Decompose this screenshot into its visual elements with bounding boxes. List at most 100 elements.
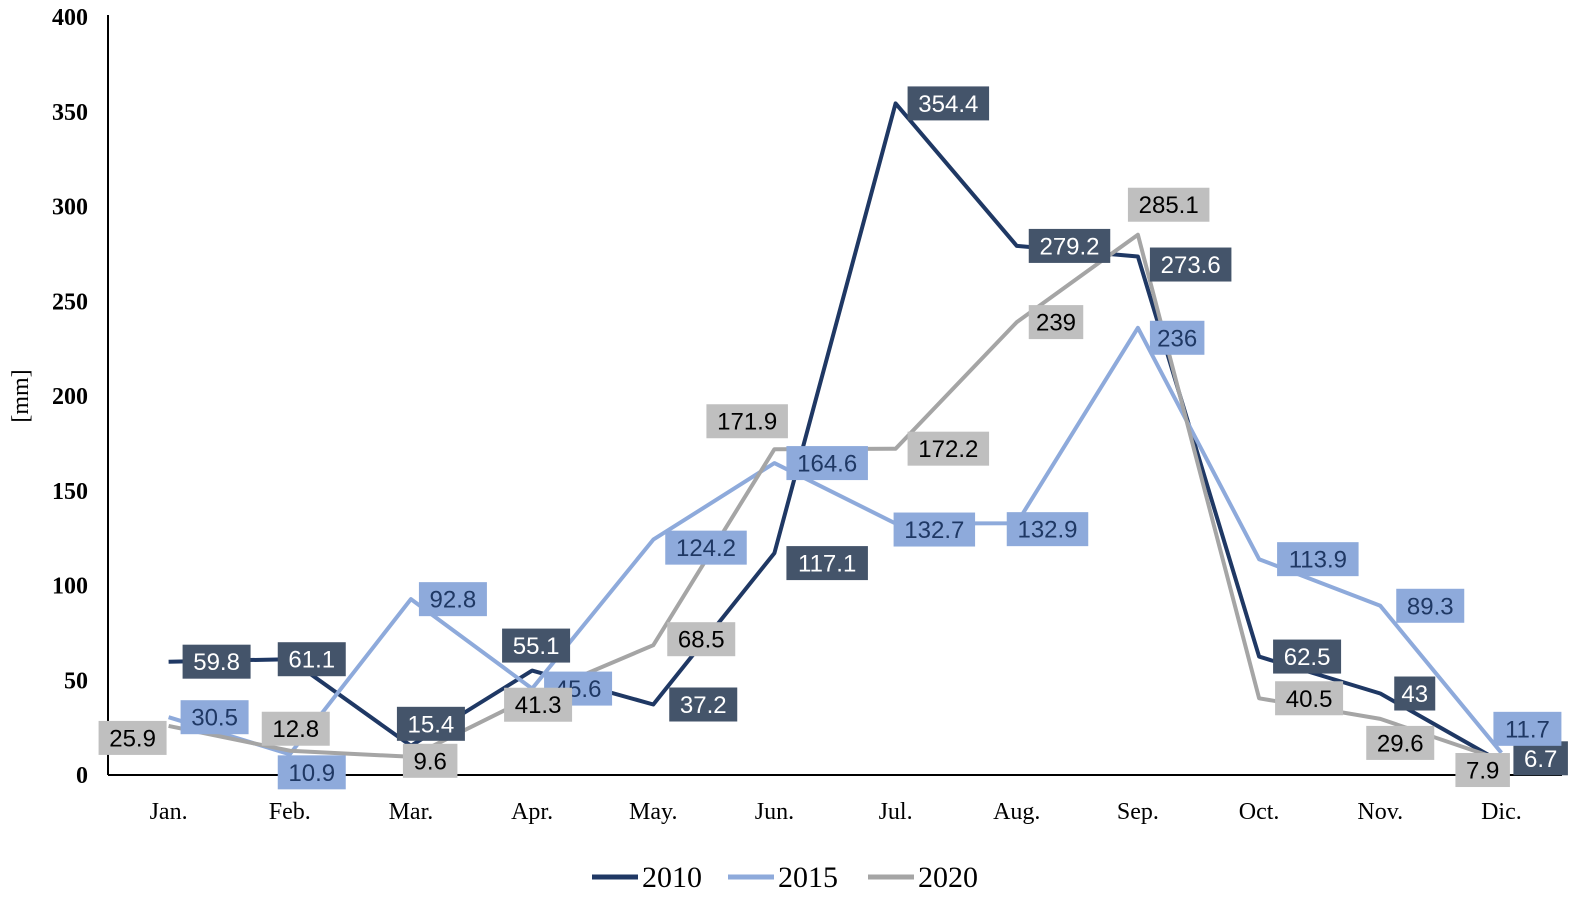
x-tick-label: Jun. — [755, 799, 794, 825]
x-tick-label: May. — [629, 799, 677, 825]
data-label-2020: 285.1 — [1127, 187, 1210, 222]
data-label-box — [1396, 588, 1465, 623]
data-label-text: 354.4 — [918, 91, 978, 118]
data-label-text: 55.1 — [513, 633, 560, 660]
data-label-text: 6.7 — [1524, 746, 1557, 773]
data-label-text: 132.9 — [1017, 517, 1077, 544]
data-label-2010: 61.1 — [277, 642, 346, 677]
data-label-2020: 239 — [1028, 305, 1084, 340]
data-label-text: 11.7 — [1505, 716, 1550, 743]
data-label-text: 273.6 — [1161, 252, 1221, 279]
data-label-box — [98, 720, 167, 755]
data-label-text: 59.8 — [193, 649, 240, 676]
data-label-2015: 113.9 — [1277, 542, 1359, 577]
data-label-2010: 273.6 — [1149, 247, 1232, 282]
x-tick-label: Dic. — [1481, 799, 1522, 825]
data-label-box — [1277, 542, 1359, 577]
x-tick-label: Jan. — [150, 799, 188, 825]
data-label-text: 40.5 — [1286, 686, 1333, 713]
x-tick-label: Mar. — [389, 799, 434, 825]
data-label-2015: 11.7 — [1493, 711, 1562, 746]
data-label-2020: 9.6 — [402, 743, 458, 778]
series-line-2020 — [168, 232, 1503, 762]
data-label-text: 113.9 — [1289, 547, 1347, 574]
data-label-box — [706, 404, 788, 439]
data-label-text: 61.1 — [288, 647, 335, 674]
data-label-2020: 68.5 — [667, 622, 736, 657]
data-label-text: 92.8 — [430, 587, 477, 614]
data-label-text: 124.2 — [676, 535, 736, 562]
data-label-text: 117.1 — [798, 551, 856, 578]
data-label-text: 12.8 — [272, 716, 319, 743]
data-label-text: 29.6 — [1377, 730, 1424, 757]
data-label-2010: 117.1 — [786, 546, 868, 581]
data-label-text: 37.2 — [680, 692, 727, 719]
data-label-2015: 30.5 — [180, 700, 249, 735]
data-label-box — [1455, 753, 1510, 788]
data-label-text: 171.9 — [717, 409, 777, 436]
data-label-box — [502, 628, 571, 663]
data-label-text: 239 — [1036, 310, 1076, 337]
data-label-box — [180, 700, 249, 735]
data-label-2015: 89.3 — [1396, 588, 1465, 623]
data-label-box — [1394, 676, 1436, 711]
data-label-box — [1273, 639, 1342, 674]
data-label-2015: 132.9 — [1006, 512, 1089, 547]
data-label-2020: 25.9 — [98, 720, 167, 755]
data-label-2010: 55.1 — [502, 628, 571, 663]
x-tick-label: Feb. — [269, 799, 311, 825]
data-label-text: 236 — [1157, 325, 1197, 352]
y-tick-label: 250 — [52, 289, 88, 315]
data-label-2020: 172.2 — [907, 431, 990, 466]
data-label-2015: 124.2 — [665, 530, 747, 565]
data-label-text: 25.9 — [109, 725, 156, 752]
data-label-box — [1127, 187, 1210, 222]
data-label-box — [1149, 247, 1232, 282]
y-tick-label: 200 — [52, 384, 88, 410]
data-label-box — [418, 582, 487, 617]
data-label-box — [786, 446, 868, 481]
data-label-box — [277, 755, 346, 790]
data-label-2010: 62.5 — [1273, 639, 1342, 674]
data-label-2020: 12.8 — [261, 711, 330, 746]
data-label-box — [1149, 320, 1205, 355]
data-label-2010: 354.4 — [907, 86, 990, 121]
data-label-box — [907, 431, 990, 466]
y-tick-label: 400 — [52, 5, 88, 31]
data-label-2015: 92.8 — [418, 582, 487, 617]
y-tick-label: 300 — [52, 195, 88, 221]
data-label-2015: 132.7 — [893, 512, 976, 547]
y-tick-label: 100 — [52, 574, 88, 600]
data-label-text: 30.5 — [191, 705, 238, 732]
data-label-text: 7.9 — [1466, 758, 1499, 785]
data-label-text: 15.4 — [408, 711, 455, 738]
data-label-text: 164.6 — [797, 451, 857, 478]
data-label-box — [1028, 305, 1084, 340]
data-label-text: 132.7 — [904, 517, 964, 544]
y-tick-label: 350 — [52, 100, 88, 126]
data-label-box — [1275, 681, 1344, 716]
legend-label-2010: 2010 — [642, 861, 702, 894]
data-label-text: 10.9 — [288, 760, 335, 787]
data-label-text: 68.5 — [678, 627, 725, 654]
data-label-2010: 43 — [1394, 676, 1436, 711]
axes: 0 50 100 150 200 250 300 350 400 Jan. Feb. Mar. Apr.… — [8, 5, 1562, 825]
y-tick-label: 150 — [52, 479, 88, 505]
data-label-text: 43 — [1401, 681, 1428, 708]
data-label-2010: 6.7 — [1513, 741, 1568, 776]
data-label-2020: 7.9 — [1455, 753, 1510, 788]
data-label-2010: 37.2 — [669, 687, 738, 722]
data-label-box — [667, 622, 736, 657]
legend: 2010 2015 2020 — [592, 861, 978, 894]
x-tick-label: Jul. — [879, 799, 913, 825]
data-label-box — [893, 512, 976, 547]
data-label-2020: 41.3 — [504, 687, 573, 722]
data-label-box — [396, 706, 465, 741]
data-label-text: 89.3 — [1407, 593, 1454, 620]
data-label-box — [504, 687, 573, 722]
data-label-text: 279.2 — [1039, 233, 1099, 260]
data-label-box — [402, 743, 458, 778]
data-label-2020: 171.9 — [706, 404, 788, 439]
legend-label-2020: 2020 — [918, 861, 978, 894]
y-axis-title: [mm] — [8, 369, 34, 422]
